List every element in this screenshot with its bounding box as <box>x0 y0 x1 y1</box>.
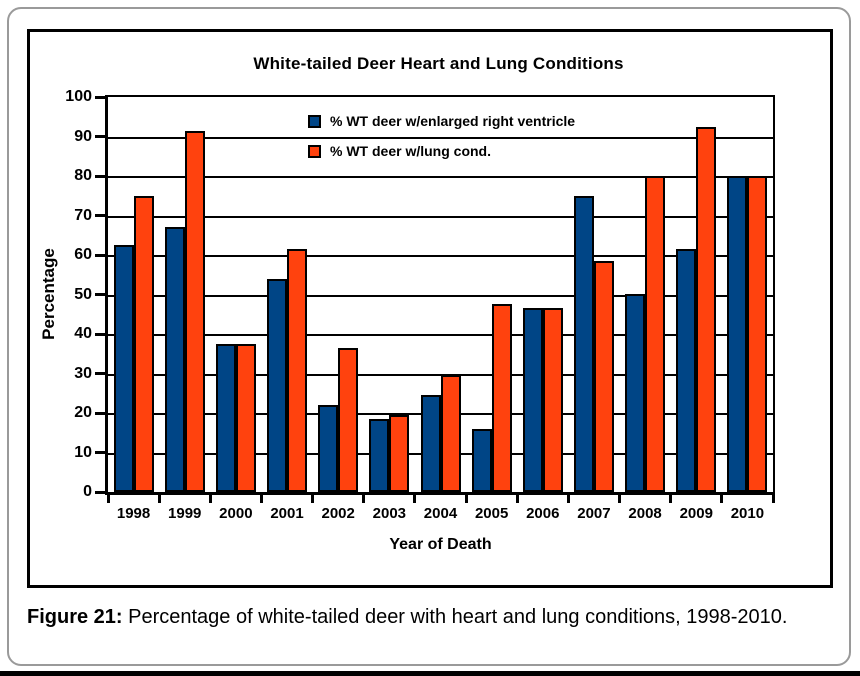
bottom-edge-bar <box>0 671 860 676</box>
x-axis-tick <box>618 495 622 503</box>
x-axis-tick <box>413 495 417 503</box>
y-tick-label-60: 60 <box>74 246 92 263</box>
x-axis-tick <box>464 495 468 503</box>
legend-label: % WT deer w/lung cond. <box>330 143 491 159</box>
y-tick-label-40: 40 <box>74 325 92 342</box>
y-tick-label-10: 10 <box>74 443 92 461</box>
y-axis-tick <box>95 174 105 178</box>
legend: % WT deer w/enlarged right ventricle % WT… <box>308 113 575 159</box>
x-axis-tick <box>771 495 775 503</box>
x-axis-tick <box>106 495 110 503</box>
gridline-40 <box>108 334 773 336</box>
x-tick-label-2001: 2001 <box>270 505 304 522</box>
bar-2005-series2 <box>491 304 512 492</box>
y-axis-tick <box>95 214 105 217</box>
plot-area <box>105 95 775 495</box>
bar-2009-series2 <box>696 127 717 492</box>
gridline-50 <box>108 294 773 297</box>
y-axis-tick <box>95 253 105 257</box>
x-tick-label-2002: 2002 <box>321 505 355 522</box>
x-tick-label-2008: 2008 <box>628 505 662 522</box>
x-axis-tick <box>157 495 161 503</box>
x-tick-label-1999: 1999 <box>168 505 202 522</box>
x-tick-label-2006: 2006 <box>526 505 560 522</box>
y-tick-label-80: 80 <box>74 167 92 184</box>
y-axis-tick <box>95 451 105 454</box>
bar-2010-series2 <box>747 176 768 492</box>
bar-2007-series1 <box>573 196 594 492</box>
bar-2006-series1 <box>522 308 543 492</box>
gridline-60 <box>108 255 773 257</box>
bar-2008-series1 <box>625 294 646 492</box>
bar-2003-series2 <box>389 415 410 492</box>
bar-1998-series1 <box>113 245 134 492</box>
y-tick-label-50: 50 <box>74 285 92 303</box>
x-axis-tick <box>311 495 315 503</box>
x-tick-label-2003: 2003 <box>372 505 407 522</box>
gridline-70 <box>108 215 773 218</box>
bar-1998-series2 <box>133 196 154 492</box>
y-axis-tick <box>95 490 105 494</box>
legend-swatch-icon <box>308 114 321 128</box>
bar-1999-series2 <box>184 131 205 492</box>
y-tick-label-20: 20 <box>74 404 92 421</box>
y-tick-label-100: 100 <box>65 88 92 105</box>
bar-2001-series2 <box>287 249 308 492</box>
y-axis-tick <box>95 135 105 138</box>
x-tick-label-2010: 2010 <box>730 505 765 522</box>
bar-2000-series1 <box>215 344 236 492</box>
y-axis-tick <box>95 95 105 99</box>
y-tick-label-90: 90 <box>74 127 92 145</box>
chart-title: White-tailed Deer Heart and Lung Conditi… <box>253 54 624 73</box>
bar-2006-series2 <box>542 308 563 492</box>
y-tick-label-30: 30 <box>74 364 92 382</box>
bar-2009-series1 <box>676 249 697 492</box>
y-axis-tick <box>95 372 105 375</box>
y-axis-tick <box>95 293 105 296</box>
legend-swatch-icon <box>308 144 321 158</box>
bar-2001-series1 <box>267 279 288 492</box>
legend-label: % WT deer w/enlarged right ventricle <box>330 113 576 129</box>
x-tick-label-2007: 2007 <box>577 505 611 522</box>
gridline-80 <box>108 176 773 178</box>
figure-caption-text: Percentage of white-tailed deer with hea… <box>122 606 788 628</box>
bar-2003-series1 <box>369 419 390 492</box>
x-tick-label-2005: 2005 <box>474 505 509 522</box>
bar-2007-series2 <box>593 261 614 492</box>
x-axis-title: Year of Death <box>389 536 492 553</box>
bar-2000-series2 <box>235 344 256 492</box>
bar-1999-series1 <box>164 227 185 492</box>
x-axis-tick <box>259 495 263 503</box>
y-axis-tick <box>95 411 105 415</box>
x-tick-label-2004: 2004 <box>423 505 458 522</box>
x-axis-tick <box>208 495 212 503</box>
x-tick-label-1998: 1998 <box>116 505 151 522</box>
x-axis-tick <box>362 495 366 503</box>
bar-2005-series1 <box>471 429 492 492</box>
x-tick-label-2009: 2009 <box>679 505 713 522</box>
y-axis-tick <box>95 332 105 336</box>
bar-2008-series2 <box>645 176 666 492</box>
gridline-90 <box>108 136 773 139</box>
x-axis-tick <box>669 495 673 503</box>
bar-2002-series2 <box>338 348 359 492</box>
x-tick-label-2000: 2000 <box>219 505 253 522</box>
legend-entry-1: % WT deer w/enlarged right ventricle <box>308 113 575 129</box>
x-axis-tick <box>566 495 570 503</box>
bar-2004-series2 <box>440 375 461 492</box>
gridline-30 <box>108 373 773 376</box>
x-axis-tick <box>720 495 724 503</box>
bar-2010-series1 <box>727 176 748 492</box>
bar-2004-series1 <box>420 395 441 492</box>
figure-caption-label: Figure 21: <box>27 606 123 628</box>
y-tick-label-0: 0 <box>83 483 92 500</box>
y-tick-label-70: 70 <box>74 206 92 224</box>
legend-entry-2: % WT deer w/lung cond. <box>308 143 575 159</box>
bar-2002-series1 <box>318 405 339 492</box>
x-axis-tick <box>515 495 519 503</box>
figure-caption: Figure 21: Percentage of white-tailed de… <box>27 601 823 633</box>
